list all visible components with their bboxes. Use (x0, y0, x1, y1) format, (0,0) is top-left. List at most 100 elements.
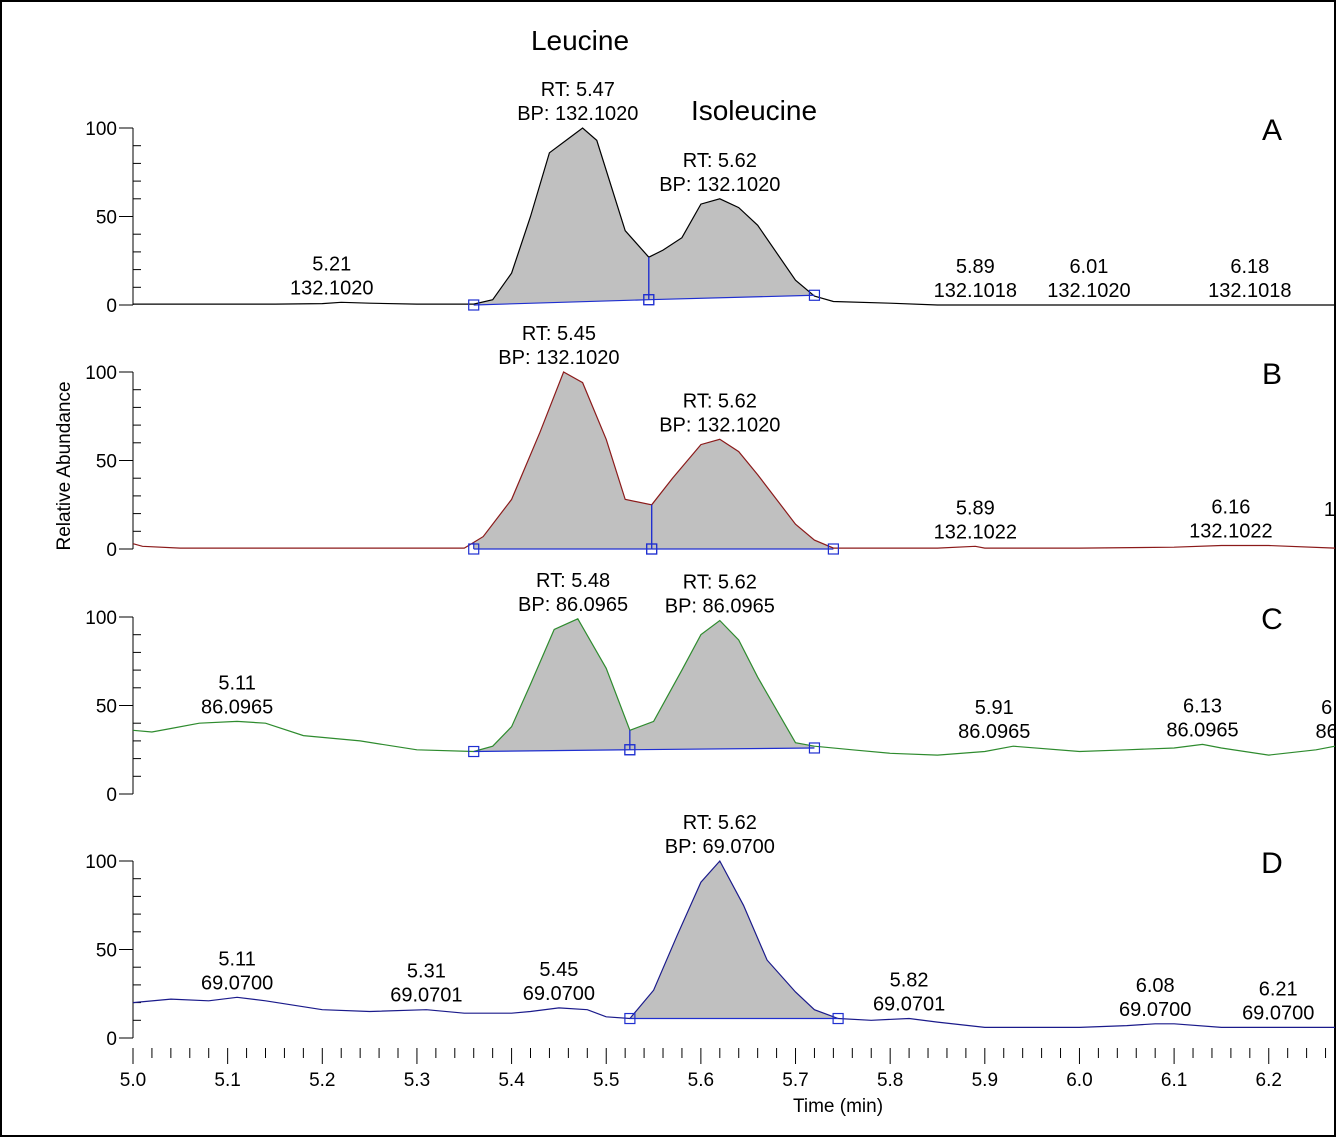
peak-annotation-value: 86.0 (1316, 721, 1336, 743)
peak-annotation-value: 69.0700 (201, 972, 273, 994)
peak-area-2 (648, 198, 815, 300)
y-axis-title: Relative Abundance (54, 381, 75, 550)
x-tick-label: 6.2 (1256, 1070, 1282, 1091)
peak-annotation-value: 132.1020 (290, 277, 373, 299)
x-tick-label: 5.5 (593, 1070, 619, 1091)
x-axis: 5.0 5.1 5.2 5.3 5.4 5.5 5.6 5.7 5.8 5.9 6.0 6.1 6.2 (120, 1048, 1327, 1091)
trace-line-a (133, 127, 1335, 306)
peak-annotation-label: 6.13 (1183, 695, 1222, 717)
peak-boundary-marker (643, 294, 655, 306)
x-tick-label: 5.3 (404, 1070, 430, 1091)
peak-annotation-label: 5.11 (218, 948, 255, 970)
x-tick-label: 5.8 (877, 1070, 903, 1091)
y-tick-label: 50 (96, 941, 117, 962)
x-tick-label: 5.1 (214, 1070, 240, 1091)
peak-annotation-value: BP: 69.0700 (665, 836, 775, 858)
x-tick-label: 6.1 (1161, 1070, 1187, 1091)
y-tick-label: 0 (106, 1029, 117, 1050)
peak-annotation-value: 69.0701 (390, 985, 462, 1007)
peak-annotation-label: 5.82 (890, 970, 929, 992)
peak-annotation-label: 6.08 (1136, 975, 1175, 997)
peak-annotation-value: 132.1018 (934, 280, 1017, 302)
peak-annotation-value: BP: 132.1020 (517, 103, 638, 125)
peak-annotation-label: 5.31 (407, 961, 446, 983)
peak-annotation-value: 69.0701 (873, 994, 945, 1016)
y-tick-label: 50 (96, 452, 117, 473)
peak-annotation-label: 5.11 (218, 672, 255, 694)
peak-baseline (648, 294, 815, 301)
peak-annotation-value: 132.1022 (1189, 520, 1272, 542)
peak-annotation-label: 5.45 (539, 959, 578, 981)
panel-letter-c: C (1261, 603, 1283, 636)
peak-annotation-label: 6.21 (1259, 978, 1298, 1000)
peak-annotation-value: BP: 86.0965 (518, 594, 628, 616)
y-tick-label: 100 (85, 608, 117, 629)
peak-annotation-label: RT: 5.45 (522, 323, 596, 345)
peak-annotation-label: 6.2 (1321, 697, 1336, 719)
peak-annotation-label: RT: 5.62 (683, 572, 757, 594)
peak-annotation-label: 5.89 (956, 256, 995, 278)
peak-area-1 (473, 372, 652, 549)
peak-area-2 (651, 439, 834, 549)
x-tick-label: 6.0 (1066, 1070, 1092, 1091)
peak-boundary-marker (808, 289, 821, 301)
y-tick-label: 0 (106, 296, 117, 317)
peak-boundary-marker (827, 543, 839, 555)
peak-annotation-value: 132.1018 (1208, 280, 1291, 302)
y-tick-label: 0 (106, 540, 117, 561)
x-axis-title: Time (min) (793, 1096, 883, 1117)
y-tick-label: 100 (85, 363, 117, 384)
peak-annotation-value: BP: 86.0965 (665, 596, 775, 618)
peak-annotation-value: BP: 132.1020 (659, 174, 780, 196)
y-tick-label: 0 (106, 785, 117, 806)
trace-line-d (132, 859, 1335, 1028)
compound-label-leucine: Leucine (531, 25, 629, 56)
peak-boundary-marker (468, 745, 480, 758)
peak-boundary-marker (624, 744, 636, 756)
peak-annotation-value: BP: 132.1020 (498, 347, 619, 369)
peak-area-1 (629, 861, 839, 1019)
peak-boundary-marker (468, 543, 480, 555)
peak-area-1 (473, 128, 649, 305)
panel-letter-b: B (1262, 358, 1282, 391)
peak-annotation-value: 132.1022 (934, 521, 1017, 543)
peak-annotation-value: 86.0965 (201, 696, 273, 718)
x-tick-label: 5.2 (309, 1070, 335, 1091)
x-tick-label: 5.4 (498, 1070, 525, 1091)
peak-annotation-value: 69.0700 (523, 983, 595, 1005)
trace-line-c (132, 618, 1336, 756)
peak-annotation-label: 13 (1324, 499, 1336, 521)
panel-letter-a: A (1262, 114, 1282, 147)
peak-annotation-value: 86.0965 (1166, 719, 1238, 741)
peak-area-1 (473, 618, 630, 752)
peak-baseline (473, 749, 630, 753)
peak-annotation-label: RT: 5.62 (683, 390, 757, 412)
compound-label-isoleucine: Isoleucine (691, 95, 817, 126)
peak-annotation-label: RT: 5.62 (683, 150, 757, 172)
peak-annotation-value: 86.0965 (958, 721, 1030, 743)
peak-annotation-value: 69.0700 (1119, 999, 1191, 1021)
x-tick-label: 5.0 (120, 1070, 146, 1091)
peak-annotation-label: RT: 5.47 (541, 79, 615, 101)
peak-boundary-marker (832, 1012, 844, 1025)
trace-line-b (132, 371, 1336, 549)
peak-annotation-label: 5.91 (975, 697, 1014, 719)
peak-boundary-marker (808, 742, 821, 754)
peak-annotation-label: 6.01 (1069, 256, 1108, 278)
peak-baseline (473, 299, 649, 306)
peak-baseline (629, 747, 815, 751)
peak-annotation-value: 132.1020 (1047, 280, 1130, 302)
y-tick-label: 50 (96, 697, 117, 718)
peak-boundary-marker (624, 1012, 636, 1025)
peak-annotation-label: RT: 5.62 (683, 812, 757, 834)
x-tick-label: 5.7 (782, 1070, 808, 1091)
x-tick-label: 5.9 (972, 1070, 998, 1091)
panel-letter-d: D (1261, 847, 1283, 880)
